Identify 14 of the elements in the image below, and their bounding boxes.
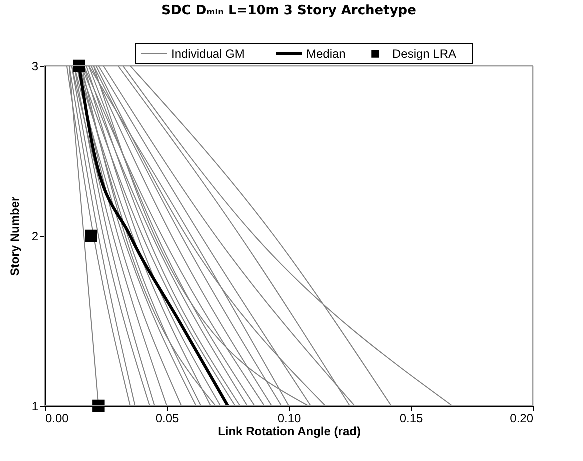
chart-title: SDC Dₘᵢₙ L=10m 3 Story Archetype <box>162 4 417 18</box>
y-tick-label: 1 <box>32 400 39 414</box>
x-axis-title: Link Rotation Angle (rad) <box>218 424 361 438</box>
y-tick-label: 2 <box>32 230 39 244</box>
x-tick-label: 0.15 <box>400 412 424 426</box>
legend-label: Median <box>306 47 346 61</box>
legend-label: Individual GM <box>172 47 245 61</box>
y-axis-title: Story Number <box>8 196 22 276</box>
x-tick-label: 0.00 <box>46 412 70 426</box>
x-tick-label: 0.10 <box>278 412 302 426</box>
legend-label: Design LRA <box>392 47 457 61</box>
x-tick-label: 0.20 <box>510 412 534 426</box>
x-tick-label: 0.05 <box>156 412 180 426</box>
y-tick-label: 3 <box>32 60 39 74</box>
